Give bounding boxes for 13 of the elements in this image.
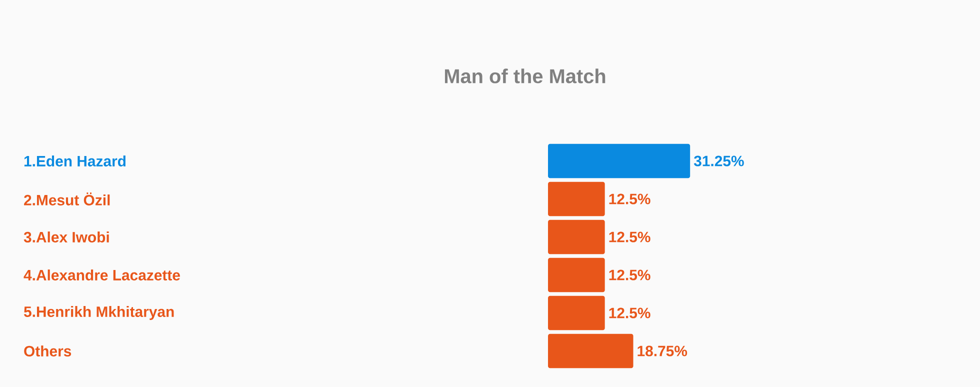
chart-title: Man of the Match: [444, 68, 606, 84]
y-tick-label: 3.Alex Iwobi: [24, 232, 109, 243]
y-tick-label: 1.Eden Hazard: [24, 156, 126, 166]
data-label: 31.25%: [694, 156, 744, 166]
y-tick-label: Others: [24, 346, 72, 356]
y-tick-label: 5.Henrikh Mkhitaryan: [24, 306, 174, 320]
y-tick-label: 2.Mesut Özil: [24, 192, 110, 206]
y-tick-label: 4.Alexandre Lacazette: [24, 270, 180, 280]
data-label: 12.5%: [609, 270, 650, 280]
data-label: 12.5%: [609, 194, 650, 204]
data-label: 12.5%: [609, 308, 650, 318]
data-label: 12.5%: [609, 232, 650, 242]
data-label: 18.75%: [638, 346, 688, 356]
